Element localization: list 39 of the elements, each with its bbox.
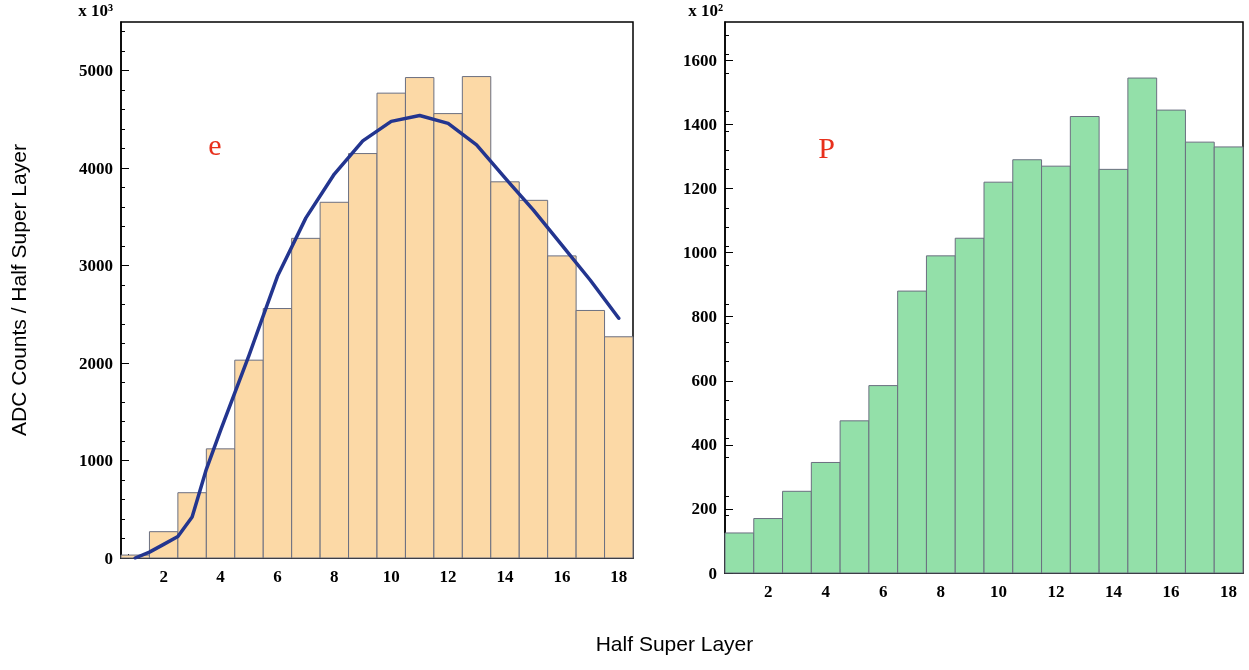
y-tick-label: 2000 [79,353,113,373]
x-tick-label: 10 [382,567,400,586]
x-tick-label: 6 [879,582,888,601]
y-tick-label: 0 [708,563,717,583]
x-tick-label: 12 [1047,582,1065,601]
y-tick-label: 4000 [79,158,113,178]
x-tick-label: 16 [553,567,571,586]
x-tick-label: 4 [821,582,831,601]
x-tick-label: 18 [610,567,628,586]
text: x 10² [688,1,724,20]
x-tick-label: 18 [1220,582,1238,601]
y-tick-label: 1000 [683,243,717,263]
x-tick-label: 6 [273,567,282,586]
y-tick-label: 3000 [79,256,113,276]
x-tick-label: 16 [1162,582,1180,601]
x-tick-label: 14 [1105,582,1123,601]
y-tick-label: 5000 [79,61,113,81]
x-tick-label: 8 [936,582,946,601]
y-tick-label: 1600 [683,50,717,70]
y-tick-label: 600 [691,371,717,391]
x-tick-label: 10 [989,582,1007,601]
x-tick-label: 2 [159,567,168,586]
y-tick-label: 1400 [683,115,717,135]
y-tick-label: 200 [691,499,717,519]
annotation: e [208,127,222,161]
text: x 10³ [78,1,114,20]
annotation: P [818,130,835,164]
x-axis-title: Half Super Layer [594,632,755,656]
y-tick-label: 1200 [683,179,717,199]
y-axis-title: ADC Counts / Half Super Layer [7,144,30,436]
x-tick-label: 4 [216,567,226,586]
x-tick-label: 12 [439,567,457,586]
y-tick-label: 0 [104,548,113,568]
y-tick-label: 800 [691,307,717,327]
x-tick-label: 14 [496,567,514,586]
x-tick-label: 2 [763,582,773,601]
x-tick-label: 8 [330,567,339,586]
y-tick-label: 1000 [79,451,113,471]
y-tick-label: 400 [691,435,717,455]
